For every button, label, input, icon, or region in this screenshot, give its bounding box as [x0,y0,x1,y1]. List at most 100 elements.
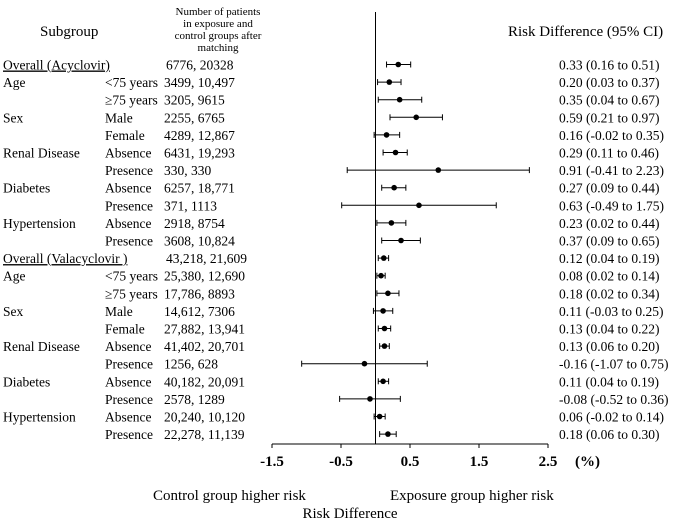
point-estimate [391,184,397,191]
patient-count: 1256, 628 [164,357,218,372]
ci-label: 0.37 (0.09 to 0.65) [559,234,660,249]
ci-label: 0.12 (0.04 to 0.19) [559,251,660,266]
forest-rows: Overall (Acyclovir) 6776, 20328 0.33 (0.16… [3,58,668,443]
patient-count: 2578, 1289 [164,392,225,407]
forest-marks [301,12,530,444]
ci-label: 0.18 (0.02 to 0.34) [559,286,660,301]
patient-count: 27,882, 13,941 [164,322,245,337]
x-tick-label: 0.5 [401,454,420,470]
point-estimate [413,114,420,121]
ci-label: 0.13 (0.06 to 0.20) [559,339,660,354]
group-label: Age [3,269,26,284]
ci-label: 0.06 (-0.02 to 0.14) [559,410,664,425]
point-estimate [396,96,403,103]
patient-count: 3205, 9615 [164,93,225,108]
subgroup-label: Female [105,322,145,337]
subgroup-label: Absence [105,216,151,231]
ci-label: 0.11 (-0.03 to 0.25) [559,304,664,319]
point-estimate [385,431,391,437]
group-label: Hypertension [3,216,76,231]
patient-count: 6257, 18,771 [164,181,235,196]
x-axis-label: Risk Difference [302,506,397,522]
point-estimate [386,79,393,85]
subgroup-label: Presence [105,234,153,249]
point-estimate [392,149,399,156]
header-ci: Risk Difference (95% CI) [508,24,663,40]
patient-count: 6431, 19,293 [164,146,235,161]
point-estimate [361,360,368,367]
point-estimate [378,272,384,279]
subgroup-label: Absence [105,181,151,196]
subgroup-label: <75 years [105,269,158,284]
point-estimate [380,378,386,385]
left-caption: Control group higher risk [153,488,306,504]
patient-count: 25,380, 12,690 [164,269,245,284]
header-subgroup: Subgroup [40,24,98,40]
patient-count: 14,612, 7306 [164,304,235,319]
subgroup-label: Female [105,128,145,143]
ci-label: -0.08 (-0.52 to 0.36) [559,392,668,407]
ci-label: 0.59 (0.21 to 0.97) [559,110,660,125]
point-estimate [383,132,390,138]
subgroup-label: Presence [105,198,153,213]
patient-count: 40,182, 20,091 [164,374,245,389]
x-tick-label: -1.5 [260,454,284,470]
x-tick-label: 1.5 [470,454,489,470]
patient-count: 3608, 10,824 [164,234,235,249]
ci-label: 0.23 (0.02 to 0.44) [559,216,660,231]
group-label: Sex [3,304,24,319]
group-label: Hypertension [3,410,76,425]
patient-count: 4289, 12,867 [164,128,235,143]
subgroup-label: Presence [105,392,153,407]
patient-count: 22,278, 11,139 [164,427,245,442]
point-estimate [385,290,391,297]
point-estimate [380,308,386,314]
x-axis: -1.5 -0.5 0.5 1.5 2.5 (%) [260,443,600,470]
ci-label: 0.13 (0.04 to 0.22) [559,322,660,337]
subgroup-label: Male [105,110,133,125]
subgroup-label: Absence [105,146,151,161]
patient-count: 20,240, 10,120 [164,410,245,425]
patient-count: 371, 1113 [164,198,217,213]
point-estimate [381,325,388,332]
subgroup-label: ≥75 years [105,286,158,301]
patient-count: 3499, 10,497 [164,75,235,90]
patient-count: 2918, 8754 [164,216,225,231]
group-label: Age [3,75,26,90]
group-label: Renal Disease [3,146,80,161]
overall-label: Overall (Valacyclovir ) [3,251,127,266]
ci-label: 0.63 (-0.49 to 1.75) [559,198,664,213]
point-estimate [388,220,395,226]
patient-count: 2255, 6765 [164,110,225,125]
header-patients: Number of patients in exposure and control… [175,6,262,54]
subgroup-label: Male [105,304,133,319]
subgroup-label: Presence [105,163,153,178]
ci-label: 0.27 (0.09 to 0.44) [559,181,660,196]
point-estimate [381,343,388,349]
header-patients-line: matching [198,42,239,54]
ci-label: 0.08 (0.02 to 0.14) [559,269,660,284]
point-estimate [367,396,373,402]
point-estimate [376,413,383,420]
group-label: Renal Disease [3,339,80,354]
ci-label: -0.16 (-1.07 to 0.75) [559,357,668,372]
subgroup-label: Presence [105,427,153,442]
ci-label: 0.20 (0.03 to 0.37) [559,75,660,90]
patient-count: 330, 330 [164,163,212,178]
header-patients-line: in exposure and [183,18,253,30]
x-tick-label: 2.5 [539,454,558,470]
subgroup-label: <75 years [105,75,158,90]
patient-count: 41,402, 20,701 [164,339,245,354]
header-patients-line: Number of patients [176,6,261,18]
subgroup-label: Absence [105,339,151,354]
patient-count: 17,786, 8893 [164,286,235,301]
subgroup-label: Absence [105,374,151,389]
ci-label: 0.11 (0.04 to 0.19) [559,374,659,389]
group-label: Sex [3,110,24,125]
point-estimate [416,202,422,209]
ci-label: 0.18 (0.06 to 0.30) [559,427,660,442]
x-unit: (%) [575,454,600,470]
point-estimate [398,237,404,244]
ci-label: 0.29 (0.11 to 0.46) [559,146,659,161]
